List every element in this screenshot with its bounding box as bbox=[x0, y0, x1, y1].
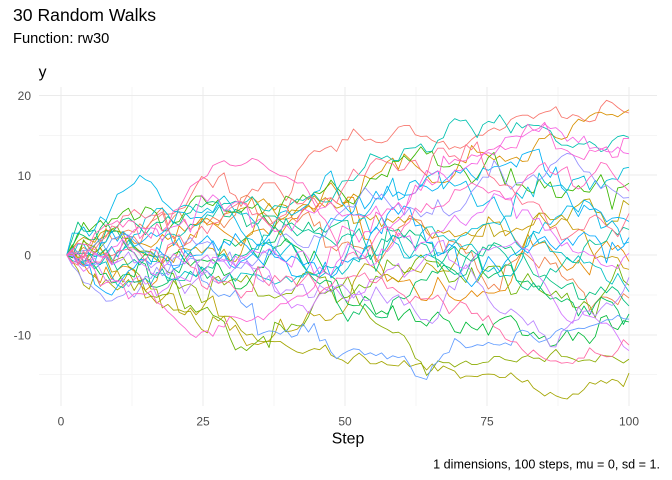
svg-text:Function: rw30: Function: rw30 bbox=[13, 31, 109, 47]
svg-text:50: 50 bbox=[338, 415, 352, 429]
svg-text:30 Random Walks: 30 Random Walks bbox=[13, 5, 156, 25]
svg-text:20: 20 bbox=[18, 89, 32, 103]
svg-text:75: 75 bbox=[480, 415, 494, 429]
svg-text:1 dimensions, 100 steps, mu =: 1 dimensions, 100 steps, mu = 0, sd = 1. bbox=[433, 458, 660, 472]
svg-text:Step: Step bbox=[332, 430, 365, 447]
svg-text:0: 0 bbox=[24, 249, 31, 263]
svg-text:0: 0 bbox=[58, 415, 65, 429]
svg-text:y: y bbox=[39, 64, 47, 81]
svg-text:100: 100 bbox=[619, 415, 639, 429]
svg-text:10: 10 bbox=[18, 169, 32, 183]
svg-text:-10: -10 bbox=[14, 329, 32, 343]
svg-text:25: 25 bbox=[196, 415, 210, 429]
